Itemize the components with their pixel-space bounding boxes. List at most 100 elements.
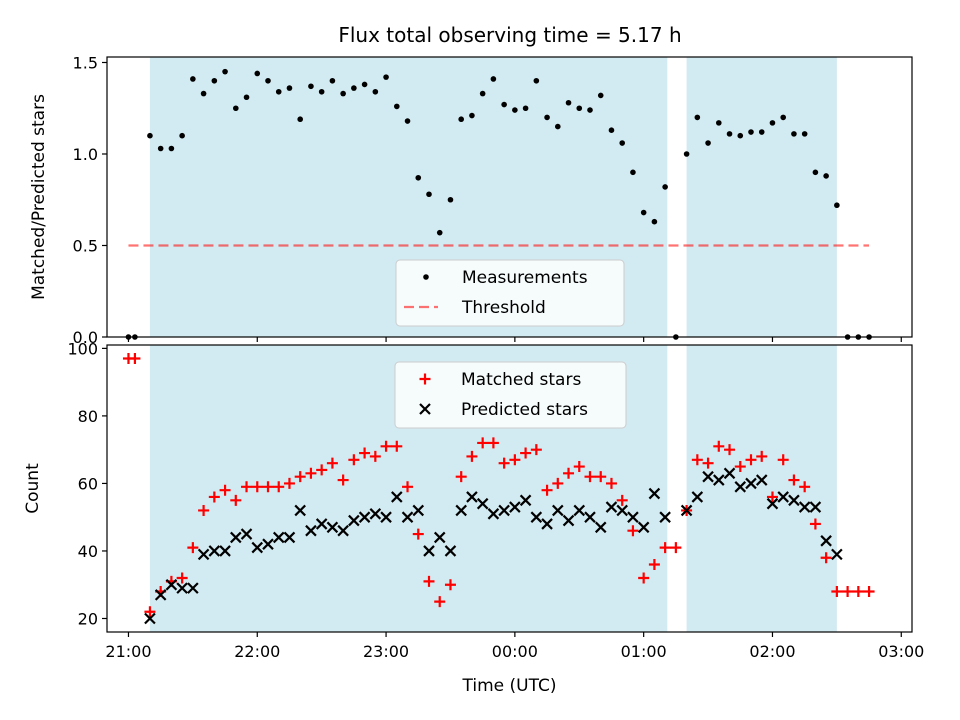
measurement-point bbox=[329, 77, 336, 84]
predicted-star-point bbox=[498, 504, 510, 517]
predicted-star-point bbox=[315, 518, 328, 530]
measurement-point bbox=[651, 218, 658, 225]
measurement-point bbox=[415, 174, 422, 181]
matched-star-point bbox=[573, 461, 585, 473]
measurement-point bbox=[297, 116, 304, 123]
matched-star-point bbox=[638, 572, 650, 584]
matched-star-point bbox=[273, 481, 285, 493]
measurement-point bbox=[404, 118, 411, 124]
measurement-point bbox=[458, 116, 465, 123]
measurement-point bbox=[243, 94, 250, 101]
y-tick-label: 100 bbox=[67, 339, 98, 358]
predicted-star-point bbox=[262, 538, 274, 550]
predicted-star-point bbox=[616, 504, 628, 517]
matched-star-point bbox=[241, 481, 253, 493]
predicted-star-point bbox=[348, 514, 360, 527]
measurement-point bbox=[769, 120, 776, 126]
x-tick-label: 23:00 bbox=[363, 642, 409, 661]
measurement-point bbox=[801, 131, 808, 137]
predicted-star-point bbox=[788, 494, 800, 507]
predicted-star-point bbox=[637, 521, 650, 534]
measurement-point bbox=[147, 132, 153, 139]
legend-measurement-marker bbox=[423, 274, 429, 280]
matched-star-point bbox=[509, 454, 521, 466]
predicted-star-point bbox=[659, 511, 671, 523]
x-tick-label: 00:00 bbox=[492, 642, 538, 661]
measurement-point bbox=[254, 70, 261, 77]
measurement-point bbox=[576, 105, 583, 112]
matched-star-point bbox=[294, 471, 306, 483]
matched-star-point bbox=[713, 440, 725, 452]
matched-star-point bbox=[498, 457, 510, 469]
predicted-star-point bbox=[154, 589, 167, 601]
predicted-star-point bbox=[251, 541, 264, 554]
legend-label: Measurements bbox=[462, 268, 588, 288]
measurement-point bbox=[265, 77, 271, 84]
y-tick-label: 1.5 bbox=[73, 53, 98, 72]
matched-star-point bbox=[595, 471, 607, 483]
x-tick-label: 22:00 bbox=[234, 642, 280, 661]
predicted-star-point bbox=[401, 511, 414, 523]
measurement-point bbox=[619, 140, 625, 146]
matched-star-point bbox=[455, 471, 467, 483]
matched-star-point bbox=[348, 454, 360, 466]
measurement-point bbox=[726, 131, 733, 137]
matched-star-point bbox=[820, 552, 832, 564]
matched-star-point bbox=[777, 454, 789, 466]
predicted-star-point bbox=[230, 531, 242, 544]
y-tick-label: 0.0 bbox=[73, 328, 98, 347]
measurement-point bbox=[501, 101, 507, 108]
legend-box bbox=[394, 361, 627, 429]
measurement-point bbox=[318, 88, 325, 95]
measurement-point bbox=[716, 120, 722, 126]
matched-star-point bbox=[745, 454, 757, 466]
measurement-point bbox=[394, 103, 400, 110]
measurement-point bbox=[233, 105, 239, 112]
legend-label: Threshold bbox=[461, 298, 546, 318]
predicted-star-point bbox=[240, 528, 253, 540]
matched-star-point bbox=[831, 585, 843, 597]
matched-star-point bbox=[251, 481, 263, 493]
y-tick-label: 0.5 bbox=[73, 236, 98, 255]
predicted-star-point bbox=[144, 612, 156, 625]
matched-star-point bbox=[788, 474, 800, 486]
predicted-star-point bbox=[648, 487, 661, 500]
matched-star-point bbox=[627, 525, 639, 537]
x-axis-label: Time (UTC) bbox=[462, 676, 557, 696]
measurement-point bbox=[544, 114, 550, 121]
measurement-point bbox=[608, 127, 615, 134]
legend-matched-marker bbox=[419, 373, 431, 385]
matched-star-point bbox=[305, 467, 317, 479]
predicted-star-point bbox=[541, 518, 553, 530]
measurement-point bbox=[479, 90, 486, 97]
measurement-point bbox=[522, 105, 529, 112]
count-plot: 21:00 22:00 23:00 00:00 01:00 02:00 03:00 20 40 6… bbox=[23, 339, 924, 696]
matched-star-point bbox=[176, 572, 188, 584]
predicted-star-point bbox=[283, 531, 296, 544]
predicted-star-point bbox=[433, 531, 446, 544]
measurement-point bbox=[340, 90, 346, 97]
matched-star-point bbox=[809, 518, 821, 530]
axes-frame bbox=[106, 56, 913, 338]
matched-star-point bbox=[530, 444, 542, 456]
predicted-star-point bbox=[444, 545, 457, 557]
matched-star-point bbox=[487, 437, 499, 449]
matched-star-point bbox=[659, 542, 671, 554]
axes-frame bbox=[106, 344, 913, 633]
predicted-star-point bbox=[369, 508, 382, 520]
predicted-star-point bbox=[734, 481, 747, 493]
predicted-star-point bbox=[530, 511, 543, 523]
measurement-point bbox=[812, 169, 819, 176]
measurement-point bbox=[597, 92, 604, 99]
chart-title: Flux total observing time = 5.17 h bbox=[338, 23, 681, 47]
matched-star-point bbox=[670, 542, 682, 554]
matched-star-point bbox=[402, 481, 414, 493]
predicted-star-point bbox=[380, 511, 392, 523]
measurement-point bbox=[834, 202, 840, 209]
measurement-point bbox=[469, 112, 475, 119]
predicted-star-point bbox=[337, 524, 349, 537]
matched-star-point bbox=[208, 491, 220, 503]
measurement-point bbox=[447, 196, 454, 203]
measurement-point bbox=[683, 151, 690, 157]
y-tick-label: 1.0 bbox=[73, 145, 98, 164]
